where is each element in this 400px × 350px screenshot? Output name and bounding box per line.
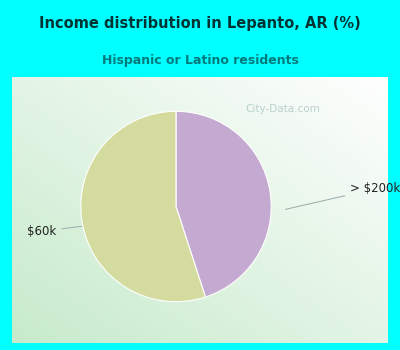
Wedge shape <box>81 111 206 302</box>
Text: Hispanic or Latino residents: Hispanic or Latino residents <box>102 54 298 66</box>
Text: $60k: $60k <box>27 224 103 238</box>
Text: > $200k: > $200k <box>286 182 400 209</box>
Text: Income distribution in Lepanto, AR (%): Income distribution in Lepanto, AR (%) <box>39 16 361 30</box>
Text: City-Data.com: City-Data.com <box>245 104 320 114</box>
Wedge shape <box>176 111 271 297</box>
